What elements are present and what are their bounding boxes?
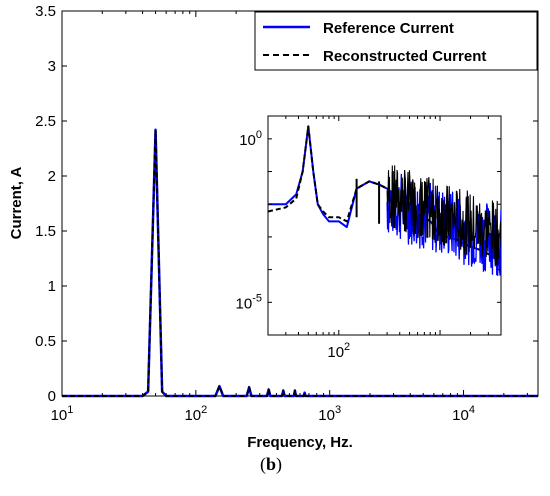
inset-y-tick-label-exponent: -5 bbox=[252, 292, 262, 304]
main-series-group bbox=[62, 128, 538, 398]
main-x-tick-label-exponent: 4 bbox=[469, 404, 475, 416]
y-axis-title: Current, A bbox=[8, 166, 25, 239]
main-y-tick-label: 0.5 bbox=[35, 333, 56, 350]
inset-noise-reconstructed bbox=[386, 165, 501, 266]
inset-y-tick-label-base: 10 bbox=[239, 132, 256, 149]
legend: Reference Current Reconstructed Current bbox=[254, 11, 538, 71]
main-x-tick-label-exponent: 1 bbox=[67, 404, 73, 416]
inset-x-tick-label-base: 10 bbox=[327, 344, 344, 361]
main-x-tick-label-exponent: 2 bbox=[201, 404, 207, 416]
inset-y-tick-label-base: 10 bbox=[236, 295, 253, 312]
caption-open-paren: ( bbox=[260, 454, 266, 475]
main-y-tick-label: 1 bbox=[48, 278, 56, 295]
main-x-tick-label-base: 10 bbox=[318, 407, 335, 424]
main-x-tick-label-exponent: 3 bbox=[335, 404, 341, 416]
inset-series-group bbox=[268, 125, 501, 276]
caption-letter: b bbox=[266, 454, 276, 474]
main-y-tick-label: 3 bbox=[48, 58, 56, 75]
main-y-tick-label: 3.5 bbox=[35, 3, 56, 20]
main-x-tick-label: 104 bbox=[452, 404, 475, 424]
main-x-tick-label-base: 10 bbox=[184, 407, 201, 424]
legend-box bbox=[254, 11, 538, 71]
inset-tick-marks bbox=[267, 116, 502, 336]
inset-x-tick-label: 102 bbox=[327, 341, 350, 361]
legend-label-reference: Reference Current bbox=[323, 20, 454, 37]
main-y-tick-label: 2 bbox=[48, 168, 56, 185]
inset-y-tick-label-exponent: 0 bbox=[256, 129, 262, 141]
figure-caption: (b) bbox=[260, 454, 282, 475]
main-y-tick-label: 0 bbox=[48, 388, 56, 405]
legend-label-reconstructed: Reconstructed Current bbox=[323, 48, 486, 65]
inset-y-tick-label: 100 bbox=[239, 129, 262, 149]
main-series-reconstructed-current bbox=[62, 128, 538, 397]
main-y-tick-label: 1.5 bbox=[35, 223, 56, 240]
x-axis-title: Frequency, Hz. bbox=[247, 434, 353, 451]
main-x-tick-labels: 101 102 103 104 bbox=[51, 404, 475, 424]
inset-y-tick-label: 10-5 bbox=[236, 292, 262, 312]
main-x-tick-label-base: 10 bbox=[452, 407, 469, 424]
main-x-tick-label: 101 bbox=[51, 404, 74, 424]
inset-x-tick-labels: 102 bbox=[327, 341, 350, 361]
main-x-tick-label: 102 bbox=[184, 404, 207, 424]
caption-close-paren: ) bbox=[276, 454, 282, 475]
main-y-tick-labels: 0 0.5 1 1.5 2 2.5 3 3.5 bbox=[35, 3, 56, 405]
main-x-tick-label: 103 bbox=[318, 404, 341, 424]
main-y-tick-label: 2.5 bbox=[35, 113, 56, 130]
inset-x-tick-label-exponent: 2 bbox=[344, 341, 350, 353]
main-x-tick-label-base: 10 bbox=[51, 407, 68, 424]
